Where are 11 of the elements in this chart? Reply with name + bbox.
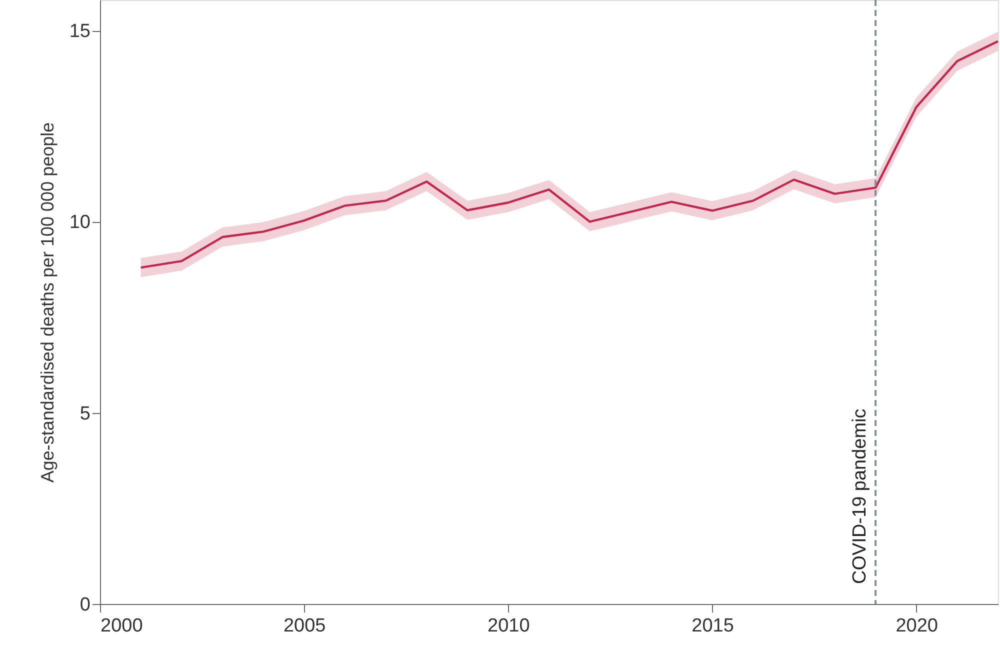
x-tick-label: 2000 (100, 616, 143, 636)
y-tick-label: 10 (69, 212, 90, 234)
x-tick-label: 2020 (896, 616, 938, 636)
x-tick-label: 2010 (488, 616, 530, 636)
y-axis-title: Age-standardised deaths per 100 000 people (37, 122, 58, 483)
y-tick-label: 0 (80, 594, 90, 616)
y-tick-label: 5 (80, 403, 90, 424)
x-tick-label: 2015 (692, 616, 734, 636)
x-tick-label: 2005 (283, 616, 326, 636)
ref-line-label: COVID-19 pandemic (850, 408, 871, 584)
y-tick-label: 15 (69, 21, 90, 42)
